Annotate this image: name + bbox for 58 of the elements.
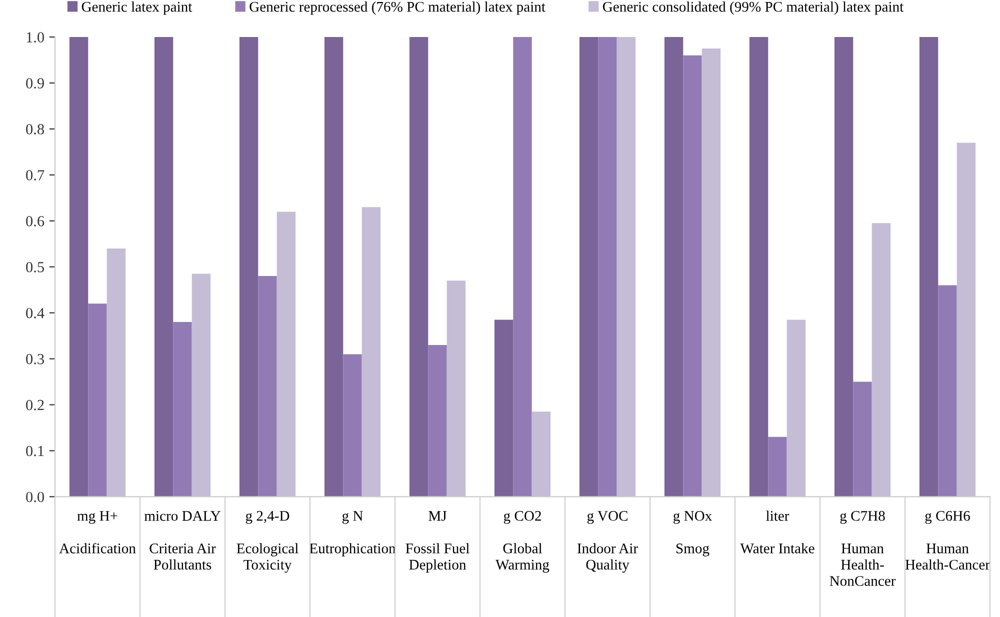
category-label: g 2,4-D Ecological Toxicity [236,510,298,573]
bar [324,37,344,497]
category-label: g VOC Indoor Air Quality [577,510,638,573]
y-tick-label: 0.7 [26,170,44,180]
bar [69,37,88,497]
category-label: g C6H6 Human Health-Cancer [905,510,990,570]
bar [834,37,854,497]
bar [579,37,598,497]
y-tick-label: 1.0 [26,32,44,43]
bar [192,274,211,497]
bar [446,280,466,497]
bar [683,55,702,497]
y-tick-label: 0.8 [26,124,44,134]
y-tick-label: 0.5 [26,262,44,272]
bar [428,344,447,497]
bar [276,212,296,497]
bar [494,320,514,497]
category-label: liter Water Intake [740,510,814,554]
bar [786,320,806,497]
legend-label: Generic reprocessed (76% PC material) latex paint [250,1,546,15]
category-label: g N Eutrophication [310,511,396,556]
bar [749,37,768,497]
bar [768,436,787,497]
category-label: micro DALY Criteria Air Pollutants [144,511,220,570]
bar [702,48,721,497]
bar [956,142,976,497]
y-tick-label: 0.1 [26,446,44,456]
bar [853,382,872,497]
y-tick-label: 0.2 [26,400,44,410]
category-label: mg H+ Acidification [59,511,136,554]
bar [362,207,381,497]
bar [154,37,174,497]
y-tick-label: 0.0 [26,492,44,502]
category-label: g CO2 Global Warming [496,510,550,573]
category-label: g NOx Smog [673,510,712,556]
bar [598,37,617,497]
bar [919,37,938,497]
legend-label: Generic consolidated (99% PC material) latex paint [602,1,904,15]
legend-label: Generic latex paint [82,1,192,15]
bar [532,412,551,497]
bar [513,37,532,497]
bar [938,285,957,497]
bar [239,37,258,497]
category-label: MJ Fossil Fuel Depletion [406,511,470,573]
bar [106,248,126,497]
y-tick-label: 0.4 [26,308,44,318]
y-tick-label: 0.3 [26,354,44,364]
bar [258,276,277,497]
y-tick-label: 0.9 [26,78,44,89]
category-label: g C7H8 Human Health- NonCancer [830,510,896,586]
bar [664,37,684,497]
bar [872,223,891,497]
bar [88,304,107,497]
bar [343,354,362,497]
bar [616,37,636,497]
y-tick-label: 0.6 [26,216,44,226]
bar [409,37,428,497]
bar [173,322,192,497]
